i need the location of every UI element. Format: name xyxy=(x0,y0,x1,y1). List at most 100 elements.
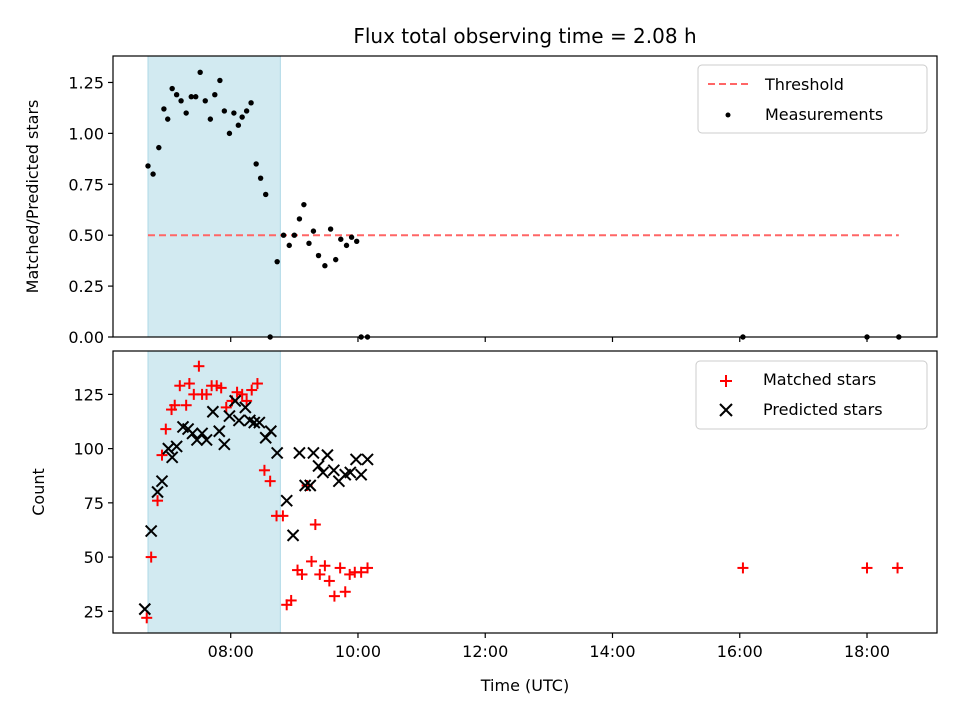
measurement-point xyxy=(306,240,312,247)
predicted-star-point xyxy=(228,394,242,408)
matched-star-point xyxy=(861,562,873,574)
measurement-point xyxy=(239,114,245,120)
predicted-star-point xyxy=(195,427,209,440)
predicted-star-point xyxy=(206,405,220,418)
predicted-star-point xyxy=(304,479,317,492)
y-tick-label: 1.00 xyxy=(68,124,104,143)
measurement-point xyxy=(286,242,292,249)
measurement-point xyxy=(315,252,322,259)
predicted-star-point xyxy=(349,453,363,466)
matched-star-point xyxy=(264,475,276,487)
predicted-star-point xyxy=(218,438,231,451)
matched-star-point xyxy=(306,555,318,567)
measurement-point xyxy=(291,232,298,238)
measurement-point xyxy=(343,242,350,249)
matched-star-point xyxy=(344,568,356,580)
predicted-star-point xyxy=(312,459,325,473)
matched-star-point xyxy=(156,449,168,461)
bottom-axes-frame xyxy=(112,350,938,634)
matched-star-point xyxy=(296,568,308,580)
measurement-point xyxy=(301,201,307,208)
matched-star-point xyxy=(160,423,172,435)
matched-star-point xyxy=(215,382,227,394)
predicted-star-point xyxy=(361,453,374,466)
x-tick-label: 08:00 xyxy=(208,642,254,661)
matched-star-point xyxy=(892,562,904,574)
measurement-point xyxy=(348,234,355,240)
measurement-point xyxy=(263,191,269,198)
matched-star-point xyxy=(152,495,164,507)
measurements-series xyxy=(145,69,902,340)
top-panel: 0.00 0.25 0.50 0.75 1.00 1.25 Matched/Predict… xyxy=(23,55,938,347)
measurement-point xyxy=(212,91,218,98)
measurement-point xyxy=(333,256,339,263)
predicted-stars-series xyxy=(138,394,374,616)
measurement-point xyxy=(169,85,175,92)
measurement-point xyxy=(274,258,280,265)
predicted-star-point xyxy=(344,466,357,479)
matched-star-point xyxy=(246,384,258,396)
measurement-point xyxy=(178,98,184,104)
predicted-star-point xyxy=(239,401,252,414)
measurement-point xyxy=(253,161,259,167)
measurement-point xyxy=(193,94,199,100)
predicted-stars-legend-swatch xyxy=(719,403,733,417)
x-tick-label: 16:00 xyxy=(717,642,763,661)
predicted-star-point xyxy=(232,414,246,427)
measurement-point xyxy=(202,98,208,104)
predicted-star-point xyxy=(200,433,213,447)
top-x-ticks xyxy=(230,337,868,342)
matched-star-point xyxy=(251,378,263,390)
predicted-star-point xyxy=(170,440,183,453)
predicted-star-point xyxy=(223,409,236,423)
predicted-star-point xyxy=(316,466,330,479)
measurement-point xyxy=(280,232,287,238)
matched-star-point xyxy=(231,386,243,398)
predicted-star-point xyxy=(293,446,306,460)
predicted-star-point xyxy=(186,427,199,440)
predicted-stars-legend-label: Predicted stars xyxy=(763,400,883,419)
measurement-point xyxy=(257,175,264,181)
measurement-point xyxy=(221,108,228,114)
matched-star-point xyxy=(141,612,153,624)
matched-star-point xyxy=(277,510,289,522)
bottom-shaded-interval xyxy=(147,350,281,634)
measurements-legend-label: Measurements xyxy=(765,105,883,124)
measurement-point xyxy=(207,116,214,122)
bottom-legend: Matched stars Predicted stars xyxy=(695,360,928,430)
y-tick-label: 25 xyxy=(84,602,104,621)
matched-star-point xyxy=(285,594,297,606)
y-tick-label: 0.50 xyxy=(68,226,104,245)
y-tick-label: 1.25 xyxy=(68,73,104,92)
predicted-star-point xyxy=(280,494,293,507)
measurement-point xyxy=(197,69,203,75)
predicted-star-point xyxy=(253,416,266,429)
bottom-y-axis-label: Count xyxy=(29,468,48,516)
measurement-point xyxy=(231,110,237,116)
measurement-point xyxy=(145,163,151,169)
measurement-point xyxy=(217,77,223,84)
y-tick-label: 100 xyxy=(73,440,104,459)
y-tick-label: 0.75 xyxy=(68,175,104,194)
predicted-star-point xyxy=(286,529,300,542)
matched-star-point xyxy=(201,388,213,400)
bottom-y-axis: 25 50 75 100 125 xyxy=(73,385,113,621)
matched-star-point xyxy=(145,551,157,563)
measurement-point xyxy=(183,110,189,116)
predicted-star-point xyxy=(354,468,368,481)
matched-star-point xyxy=(183,378,195,390)
bottom-legend-box xyxy=(695,360,928,430)
measurement-point xyxy=(161,106,167,112)
measurement-point xyxy=(243,108,250,114)
top-legend: Threshold Measurements xyxy=(697,64,928,134)
top-legend-box xyxy=(697,64,928,134)
measurements-legend-swatch xyxy=(725,112,731,118)
matched-star-point xyxy=(314,568,326,580)
measurement-point xyxy=(188,94,194,100)
matched-star-point xyxy=(193,360,205,372)
matched-stars-legend-swatch xyxy=(720,375,732,387)
matched-star-point xyxy=(236,388,248,400)
measurement-point xyxy=(338,236,344,242)
y-tick-label: 50 xyxy=(84,548,104,567)
